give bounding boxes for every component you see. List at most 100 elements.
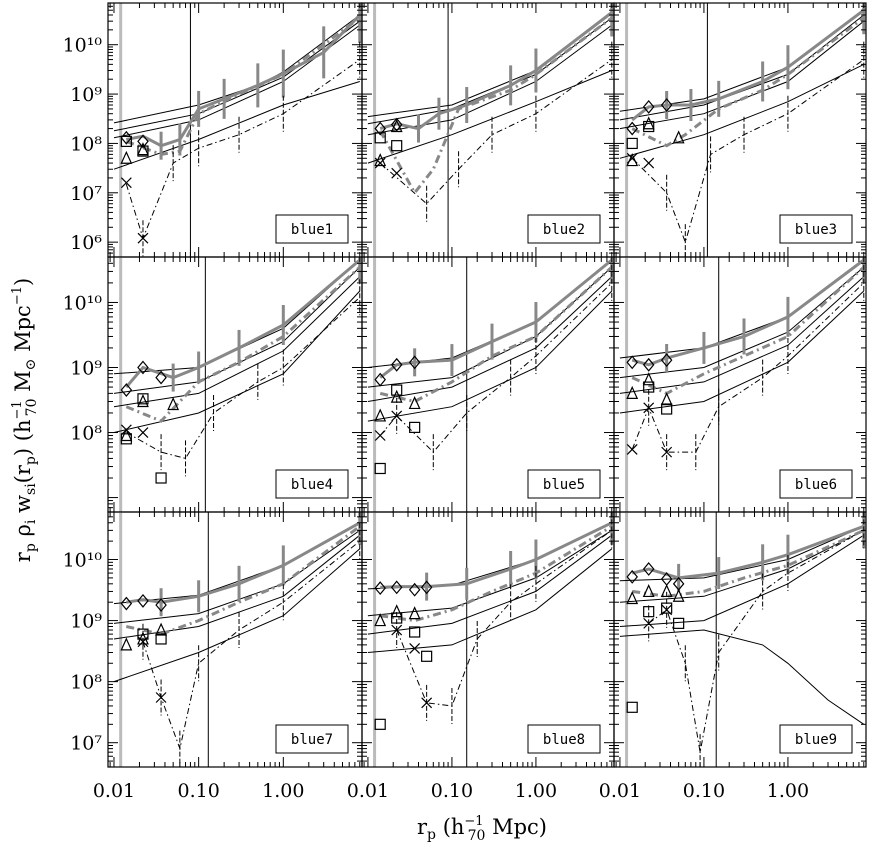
model-curve	[113, 529, 361, 624]
panel-label-box	[779, 469, 853, 499]
panel-label: blue7	[291, 732, 333, 748]
triangle-marker	[408, 606, 421, 620]
panel-label: blue5	[543, 477, 585, 493]
panel-blue8: 0.01 0.10 1.00 blue8	[347, 511, 615, 802]
diamond-marker	[642, 357, 655, 372]
model-curve	[367, 266, 613, 388]
square-marker	[137, 628, 149, 640]
panel-blue7: 10⁷ 10⁸ 10⁹ 10¹⁰ 0.01 0.10 1.00 blue7	[63, 511, 363, 802]
diamond-marker	[390, 580, 403, 595]
diamond-marker	[420, 580, 433, 595]
gray-dashdot-curve	[125, 525, 361, 636]
cross-marker	[155, 692, 167, 703]
model-curve	[367, 17, 613, 125]
square-marker	[137, 145, 149, 157]
panel-label-box	[527, 724, 601, 754]
cross-marker	[120, 177, 132, 189]
square-marker	[409, 626, 421, 638]
square-marker	[661, 602, 673, 614]
panel-blue6: blue6	[613, 256, 867, 513]
gray-data-curve	[631, 524, 865, 580]
gray-data-curve	[125, 258, 361, 389]
y-tick-label: 10⁸	[70, 672, 102, 694]
y-tick-label: 10⁹	[70, 611, 102, 633]
cross-marker	[409, 642, 421, 654]
y-tick-label: 10⁹	[70, 357, 102, 379]
triangle-marker	[660, 392, 673, 406]
diamond-marker	[408, 582, 421, 597]
model-curve	[367, 548, 613, 653]
triangle-marker	[374, 613, 387, 627]
cross-marker	[137, 636, 149, 648]
model-curve	[367, 290, 613, 422]
model-curve	[367, 12, 613, 118]
square-marker	[120, 135, 132, 147]
panel-label: blue1	[291, 222, 333, 238]
model-curve	[619, 529, 865, 603]
triangle-marker	[408, 396, 421, 410]
diamond-marker	[642, 562, 655, 576]
panel-plot-area	[619, 257, 866, 512]
model-curve	[367, 522, 613, 590]
model-curve	[367, 70, 612, 164]
gray-dashdot-curve	[379, 525, 613, 623]
triangle-marker	[155, 622, 168, 636]
diamond-marker	[374, 581, 386, 596]
square-marker	[155, 633, 167, 645]
model-curve	[619, 534, 865, 627]
panel-frame	[613, 511, 867, 768]
cross-marker	[661, 604, 673, 616]
triangle-marker	[390, 389, 403, 403]
panel-blue4: 10⁸ 10⁹ 10¹⁰ blue4	[63, 256, 363, 513]
y-axis-title: rp ρi wsi(rp) (h−170 M⊙ Mpc−1)	[10, 278, 40, 562]
diamond-marker	[408, 355, 421, 370]
x-tick-label: 0.10	[431, 780, 473, 802]
diamond-marker	[374, 372, 386, 387]
svg-text:rp (h−170 Mpc): rp (h−1 70 Mpc)	[417, 814, 547, 844]
y-tick-label: 10⁷	[70, 733, 102, 755]
square-marker	[661, 403, 673, 415]
triangle-marker	[390, 604, 403, 618]
model-curve	[367, 276, 613, 402]
x-axis-title: rp (h−1 70 Mpc)	[417, 814, 547, 844]
model-curve	[619, 9, 865, 112]
gray-data-curve	[126, 13, 361, 148]
triangle-marker	[120, 150, 133, 164]
model-curve	[619, 266, 865, 379]
square-marker	[643, 381, 655, 393]
x-tick-label: 0.01	[599, 780, 641, 802]
panel-plot-area	[367, 512, 614, 767]
panel-plot-area	[619, 512, 866, 767]
panel-plot-area	[619, 3, 866, 257]
panel-label-box	[275, 214, 349, 244]
square-marker	[391, 612, 403, 624]
triangle-marker	[137, 394, 149, 408]
model-curve	[113, 534, 361, 640]
cross-marker	[374, 430, 386, 441]
model-curve	[619, 629, 865, 725]
square-marker	[374, 718, 386, 730]
model-curve	[113, 81, 360, 170]
panel-label-box	[527, 214, 601, 244]
cross-marker	[391, 410, 403, 422]
panel-plot-area	[367, 3, 614, 257]
square-marker	[137, 393, 149, 405]
x-tick-label: 0.01	[93, 780, 135, 802]
square-marker	[643, 606, 655, 618]
model-curve	[619, 276, 865, 394]
y-tick-label: 10⁷	[70, 183, 102, 205]
diamond-marker	[120, 383, 133, 397]
diamond-marker	[120, 596, 133, 611]
triangle-marker	[642, 372, 655, 386]
diamond-marker	[137, 134, 149, 149]
square-marker	[673, 617, 685, 629]
panel-label: blue6	[795, 477, 837, 493]
diamond-marker	[626, 355, 638, 370]
diamond-marker	[390, 357, 403, 372]
model-curve	[619, 14, 865, 121]
panel-label-box	[779, 724, 853, 754]
triangle-marker	[374, 408, 387, 422]
panel-plot-area	[113, 512, 362, 767]
dashdot-curve	[396, 529, 613, 707]
